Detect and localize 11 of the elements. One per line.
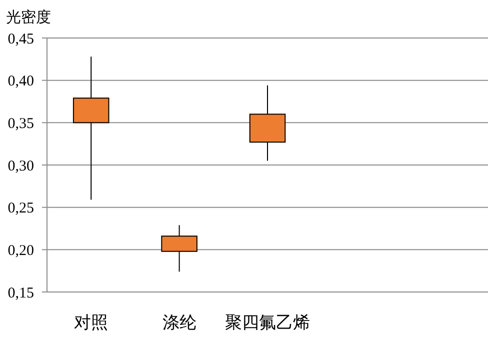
- x-tick-label: 对照: [74, 313, 108, 333]
- x-tick-label: 聚四氟乙烯: [225, 313, 310, 333]
- y-tick-label: 0,15: [8, 285, 34, 302]
- y-tick-label: 0,20: [8, 242, 34, 259]
- x-tick-label: 涤纶: [162, 313, 196, 333]
- y-axis-title: 光密度: [6, 8, 51, 26]
- y-tick-label: 0,40: [8, 74, 34, 90]
- y-tick-label: 0,30: [8, 158, 34, 174]
- y-tick-label: 0,35: [8, 116, 34, 132]
- y-tick-label: 0,25: [8, 200, 34, 217]
- y-tick-label: 0,45: [8, 31, 34, 48]
